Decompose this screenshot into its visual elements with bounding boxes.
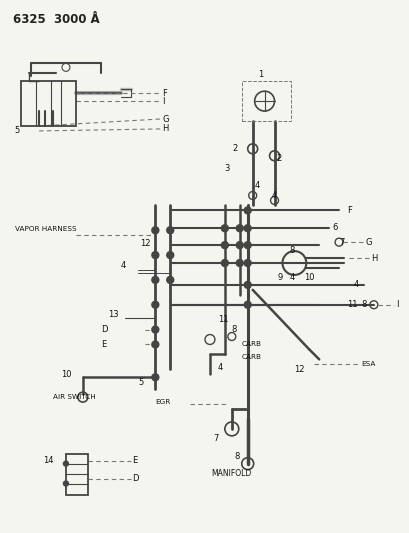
Text: H: H [162,124,168,133]
Text: 10: 10 [303,273,314,282]
Circle shape [236,260,243,266]
Circle shape [151,277,158,284]
Text: 4: 4 [289,273,294,282]
Circle shape [63,481,68,486]
Text: 1: 1 [257,70,262,79]
Text: F: F [346,206,351,215]
Text: 2: 2 [276,154,281,163]
Text: 4: 4 [254,181,259,190]
Text: I: I [395,300,397,309]
Circle shape [166,277,173,284]
Text: 4: 4 [353,280,358,289]
Circle shape [244,301,251,308]
Text: 11: 11 [217,315,228,324]
Circle shape [221,225,228,232]
Text: 8: 8 [231,325,237,334]
Circle shape [151,301,158,308]
Text: 13: 13 [108,310,118,319]
Circle shape [236,225,243,232]
Circle shape [166,252,173,259]
Text: H: H [370,254,376,263]
Text: 8: 8 [234,452,240,461]
Text: 5: 5 [138,378,143,387]
Circle shape [244,225,251,232]
Text: E: E [132,456,137,465]
Text: G: G [162,115,169,124]
Text: ESA: ESA [360,361,374,367]
Circle shape [244,241,251,248]
Bar [66,454,88,496]
Text: 8: 8 [289,246,294,255]
Text: 12: 12 [294,365,304,374]
Text: D: D [132,474,139,483]
Circle shape [151,341,158,348]
Text: 7: 7 [212,434,218,443]
Text: 4: 4 [217,363,222,372]
Text: 9: 9 [277,273,282,282]
Text: 5: 5 [14,126,20,135]
Text: 11: 11 [346,300,357,309]
Circle shape [166,227,173,234]
Text: MANIFOLD: MANIFOLD [211,469,251,478]
Text: VAPOR HARNESS: VAPOR HARNESS [15,226,77,232]
Text: 6: 6 [331,223,337,232]
Bar [241,81,291,121]
Text: F: F [162,88,167,98]
Circle shape [221,241,228,248]
Circle shape [244,207,251,214]
Circle shape [151,227,158,234]
Text: 7: 7 [338,238,344,247]
Text: 12: 12 [140,239,151,248]
Text: I: I [162,96,164,106]
Text: 10: 10 [61,370,71,379]
Text: 6325  3000 Å: 6325 3000 Å [13,13,100,26]
Circle shape [244,281,251,288]
Text: G: G [365,238,371,247]
Text: 4: 4 [120,261,126,270]
Text: AIR SWITCH: AIR SWITCH [53,394,96,400]
Circle shape [236,241,243,248]
Text: EGR: EGR [155,399,170,405]
Text: D: D [101,325,107,334]
Text: 2: 2 [232,144,238,154]
Text: 8: 8 [360,300,365,309]
Circle shape [63,461,68,466]
Text: 3: 3 [223,164,229,173]
Circle shape [244,260,251,266]
Text: 4: 4 [271,191,276,200]
Text: CARB: CARB [241,354,261,360]
Text: CARB: CARB [241,342,261,348]
Circle shape [151,326,158,333]
Circle shape [151,374,158,381]
Text: E: E [101,340,106,349]
Text: 14: 14 [43,456,54,465]
Circle shape [151,252,158,259]
Bar [21,81,76,126]
Circle shape [221,260,228,266]
